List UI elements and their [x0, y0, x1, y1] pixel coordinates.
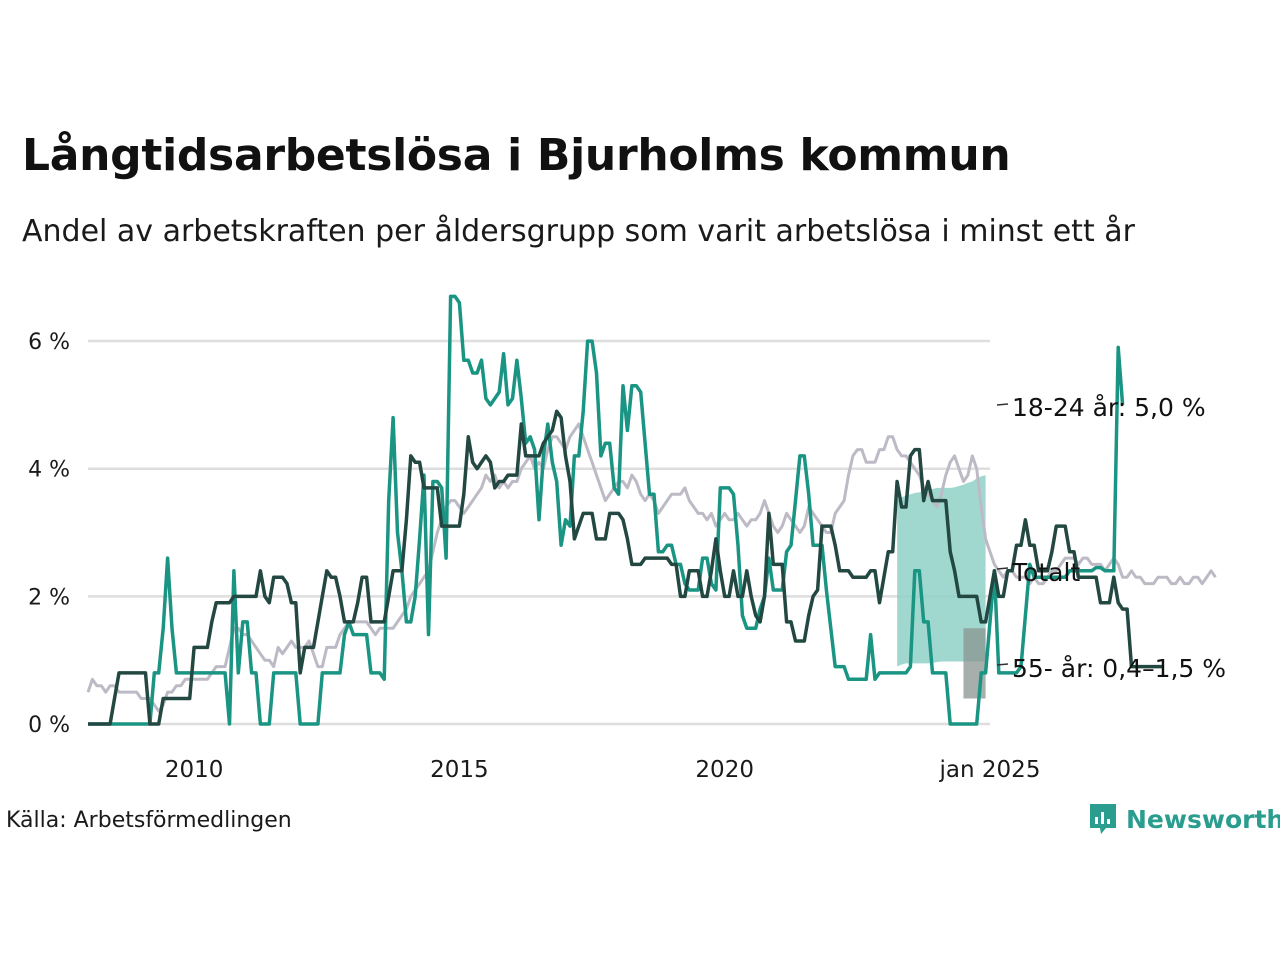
x-tick-label: 2020	[695, 757, 754, 783]
total-label-leader	[996, 567, 1009, 570]
grid-layer	[88, 339, 990, 726]
x-tick-label: 2010	[165, 757, 224, 783]
old-label-leader	[996, 663, 1009, 666]
source-note: Källa: Arbetsförmedlingen	[6, 808, 292, 833]
axis-labels: 0 % 2 % 4 % 6 % 2010 2015 2020 jan 2025	[28, 330, 1040, 783]
youth-uncertainty-band	[897, 475, 986, 667]
y-tick-label: 2 %	[28, 585, 70, 610]
chart-subtitle: Andel av arbetskraften per åldersgrupp s…	[22, 214, 1135, 249]
newsworthy-logo-icon	[1090, 804, 1116, 834]
x-tick-label: jan 2025	[939, 757, 1041, 783]
series-lines	[86, 294, 1217, 726]
youth-label-leader	[996, 403, 1009, 406]
y-tick-label: 4 %	[28, 458, 70, 483]
old-series-label: 55- år: 0,4–1,5 %	[1012, 654, 1226, 683]
youth-series-label: 18-24 år: 5,0 %	[1012, 393, 1206, 422]
y-tick-label: 6 %	[28, 330, 70, 355]
series-labels: Totalt 18-24 år: 5,0 % 55- år: 0,4–1,5 %	[996, 393, 1226, 683]
youth-series-line	[88, 294, 1125, 726]
old-uncertainty-band	[963, 628, 986, 699]
y-tick-label: 0 %	[28, 713, 70, 738]
brand-logo[interactable]: Newsworthy	[1088, 802, 1280, 836]
total-series-label: Totalt	[1011, 558, 1080, 587]
x-tick-label: 2015	[430, 757, 489, 783]
old-series-line	[88, 409, 1163, 726]
chart-title: Långtidsarbetslösa i Bjurholms kommun	[22, 130, 1011, 181]
brand-name: Newsworthy	[1126, 804, 1280, 834]
